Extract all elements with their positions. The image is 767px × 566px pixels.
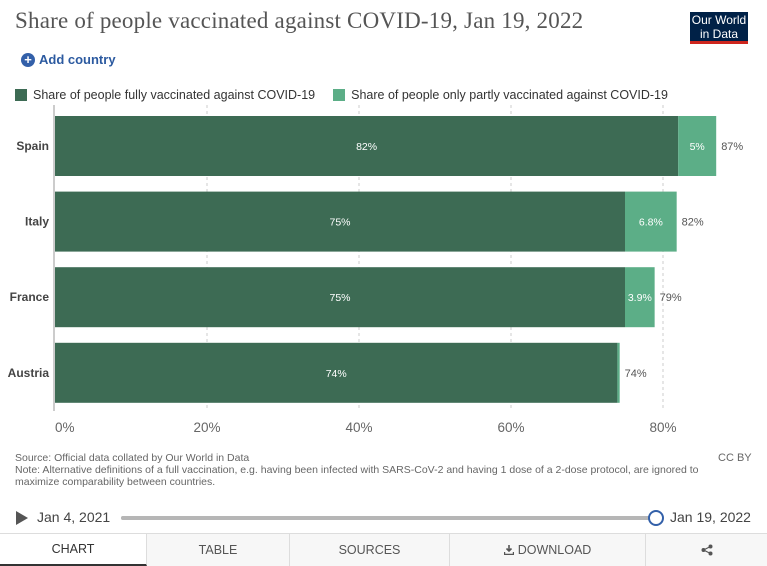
tab-table[interactable]: TABLE [147,534,290,566]
tab-download[interactable]: DOWNLOAD [450,534,646,566]
bar-segment [678,116,717,176]
tab-download-label: DOWNLOAD [517,543,592,557]
bar-segment [55,267,625,328]
legend-item-partial[interactable]: Share of people only partly vaccinated a… [333,88,668,102]
timeline-end-label[interactable]: Jan 19, 2022 [670,509,751,525]
bar-segment [617,342,620,403]
data-label: 5% [690,141,705,153]
download-icon [503,545,514,555]
tab-chart[interactable]: CHART [0,534,147,566]
x-tick-label: 0% [55,420,75,435]
timeline-start-label[interactable]: Jan 4, 2021 [37,509,111,525]
legend-swatch-full [15,89,27,101]
x-tick-label: 40% [345,420,372,435]
source-text: Source: Official data collated by Our Wo… [15,452,250,464]
total-label: 79% [660,292,682,304]
logo-line-2: in Data [699,27,739,41]
total-label: 74% [625,368,647,380]
category-label: Spain [16,139,49,153]
data-label: 74% [326,368,347,380]
data-label: 82% [356,141,377,153]
add-country-label: Add country [39,52,116,67]
play-icon[interactable] [16,511,28,525]
plus-icon: + [21,52,35,67]
add-country-button[interactable]: + Add country [21,52,116,67]
data-label: 75% [329,292,350,304]
data-label: 6.8% [639,217,663,229]
total-label: 87% [721,141,743,153]
x-tick-label: 60% [497,420,524,435]
timeline: Jan 4, 2021 Jan 19, 2022 [15,505,755,529]
x-tick-label: 80% [649,420,676,435]
license-link[interactable]: CC BY [718,452,752,464]
data-label: 75% [329,217,350,229]
bar-segment [55,116,679,176]
total-label: 82% [682,217,704,229]
bar-segment [625,191,677,252]
source-note: Source: Official data collated by Our Wo… [15,452,715,488]
timeline-track[interactable] [121,516,656,520]
note-text: Note: Alternative definitions of a full … [15,464,699,488]
category-label: Italy [25,215,49,229]
bar-segment [625,267,655,328]
share-icon [701,544,712,556]
timeline-handle[interactable] [648,510,664,526]
data-label: 3.9% [628,292,652,304]
bar-chart: 0% 20% 40% 60% 80% Spain 82% 5% 87% Italy 75% 6.8% 8… [8,105,743,435]
legend-label-full: Share of people fully vaccinated against… [33,88,316,102]
bar-segment [55,191,625,252]
x-tick-label: 20% [193,420,220,435]
tab-share[interactable] [646,534,767,566]
logo-line-1: Our World [691,13,747,27]
tab-bar: CHART TABLE SOURCES DOWNLOAD [0,533,767,566]
category-label: France [10,290,50,304]
chart-title: Share of people vaccinated against COVID… [15,8,584,33]
legend: Share of people fully vaccinated against… [15,88,686,102]
legend-item-full[interactable]: Share of people fully vaccinated against… [15,88,315,102]
owid-logo[interactable]: Our World in Data [690,12,748,44]
category-label: Austria [8,366,50,380]
legend-label-partial: Share of people only partly vaccinated a… [351,88,668,102]
tab-sources[interactable]: SOURCES [290,534,450,566]
bar-segment [55,342,618,403]
legend-swatch-partial [333,89,346,101]
